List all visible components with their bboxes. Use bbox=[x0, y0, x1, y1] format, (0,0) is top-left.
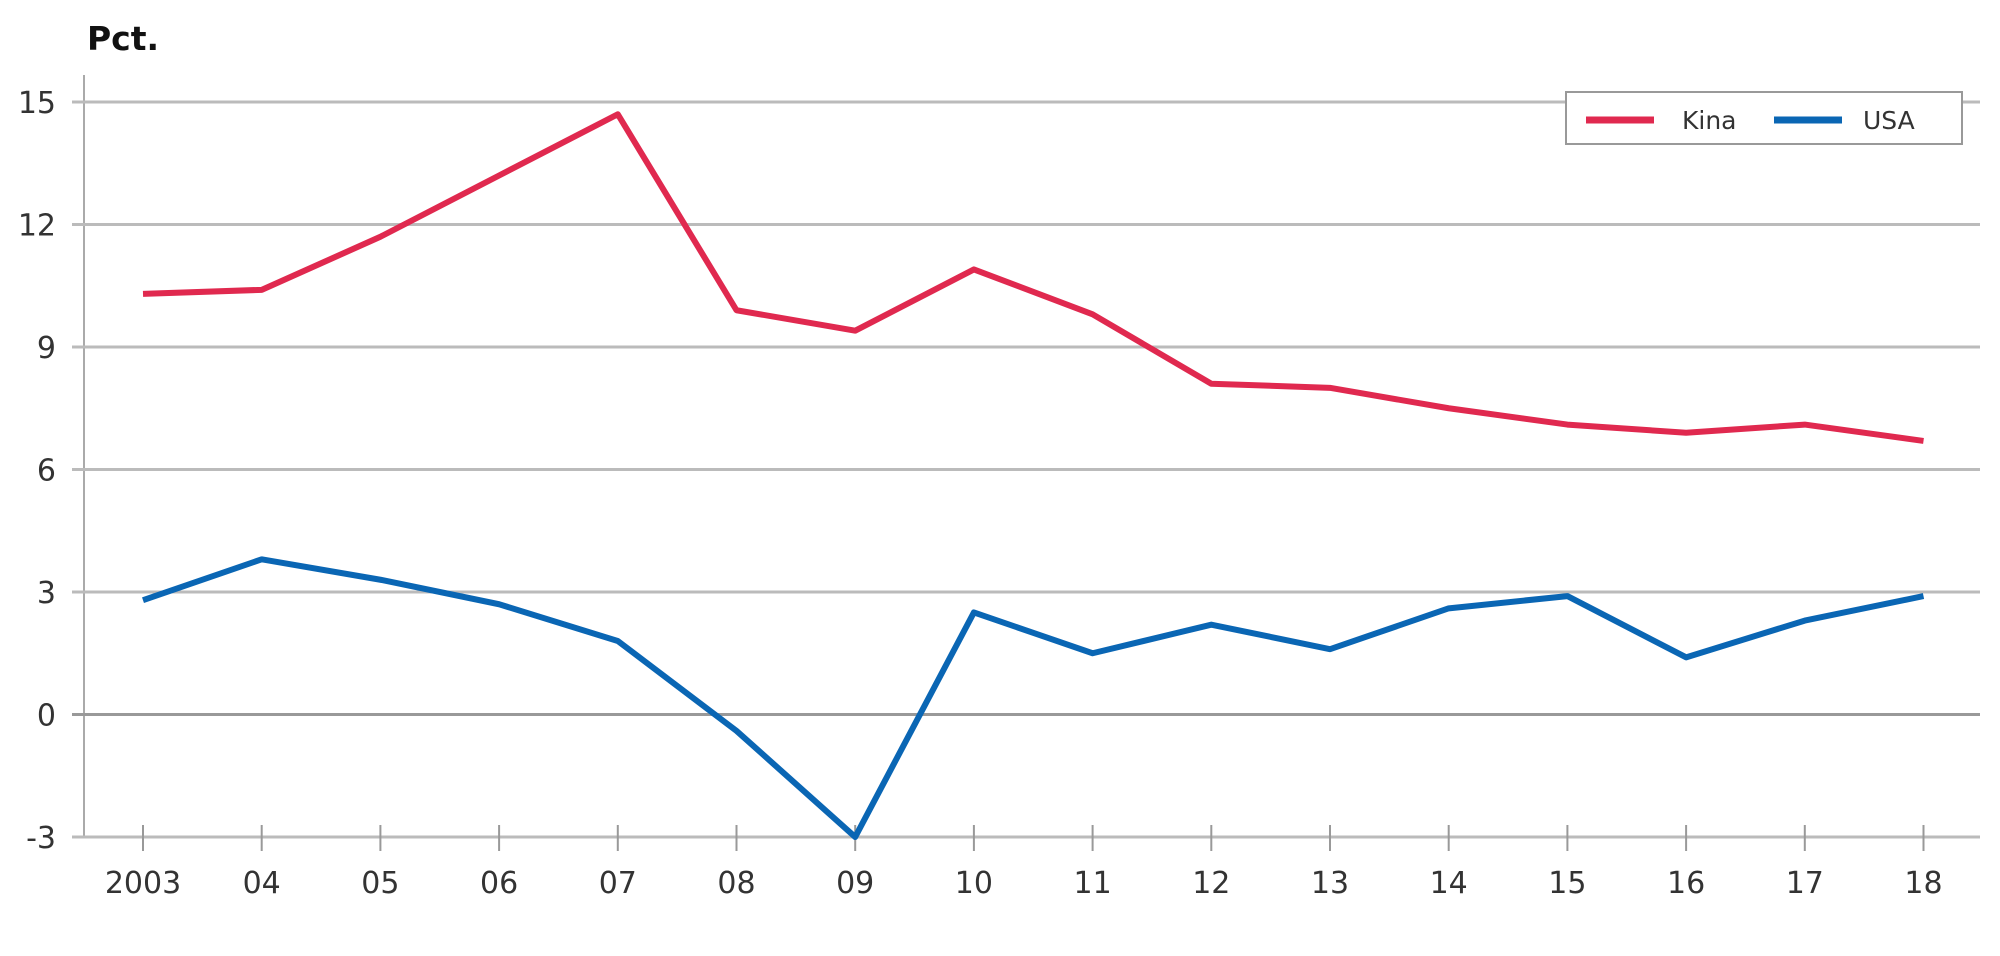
x-tick-label: 07 bbox=[599, 866, 637, 901]
legend-label-usa: USA bbox=[1863, 106, 1915, 135]
y-tick-label: 3 bbox=[37, 576, 56, 611]
x-tick-label: 10 bbox=[955, 866, 993, 901]
x-tick-label: 05 bbox=[361, 866, 399, 901]
x-tick-label: 12 bbox=[1192, 866, 1230, 901]
y-tick-label: -3 bbox=[26, 821, 56, 856]
y-tick-label: 9 bbox=[37, 331, 56, 366]
y-tick-label: 0 bbox=[37, 699, 56, 734]
x-tick-label: 08 bbox=[717, 866, 755, 901]
x-tick-label: 14 bbox=[1430, 866, 1468, 901]
x-tick-label: 06 bbox=[480, 866, 518, 901]
x-tick-label: 13 bbox=[1311, 866, 1349, 901]
x-tick-label: 04 bbox=[243, 866, 281, 901]
x-tick-label: 17 bbox=[1786, 866, 1824, 901]
x-tick-label: 11 bbox=[1074, 866, 1112, 901]
x-tick-label: 09 bbox=[836, 866, 874, 901]
x-tick-label: 18 bbox=[1904, 866, 1942, 901]
legend: Kina USA bbox=[1565, 91, 1963, 145]
y-tick-label: 6 bbox=[37, 454, 56, 489]
y-tick-label: 15 bbox=[18, 86, 56, 121]
x-tick-label: 2003 bbox=[105, 866, 181, 901]
series-line-kina bbox=[142, 111, 1924, 444]
y-tick-label: 12 bbox=[18, 209, 56, 244]
legend-label-kina: Kina bbox=[1682, 106, 1737, 135]
x-tick-label: 15 bbox=[1548, 866, 1586, 901]
x-tick-label: 16 bbox=[1667, 866, 1705, 901]
series-line-usa bbox=[142, 556, 1925, 840]
y-axis-label: Pct. bbox=[87, 19, 159, 58]
